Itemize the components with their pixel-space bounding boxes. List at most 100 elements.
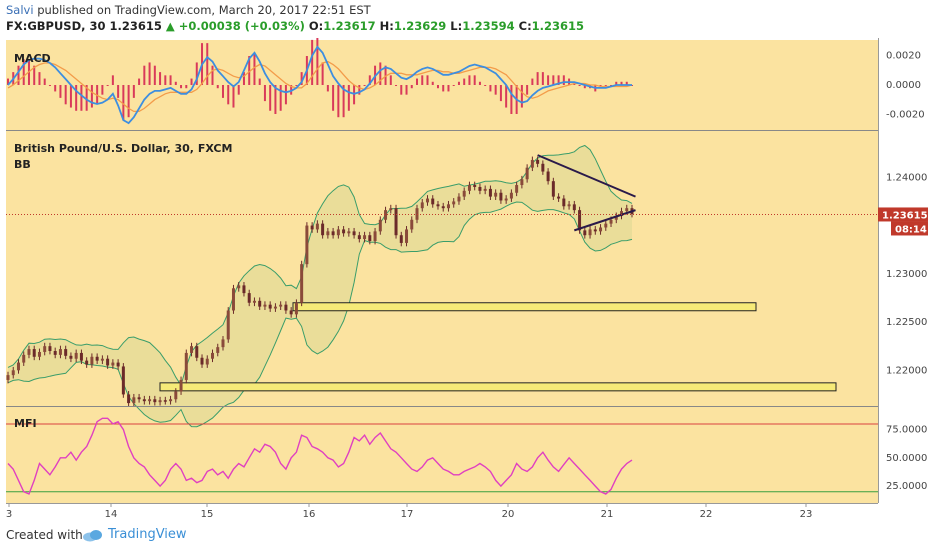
candle-body [609,219,613,224]
candle-body [420,202,424,209]
macd-histogram-bar [547,75,550,85]
macd-histogram-bar [279,85,282,111]
candle-body [342,229,346,234]
candle-body [64,349,68,356]
macd-histogram-bar [347,85,350,111]
candle-body [541,163,545,172]
x-tick-label: 14 [105,509,118,520]
tradingview-logo-icon [83,530,102,542]
macd-tick-label: 0.0020 [886,51,921,62]
macd-histogram-bar [174,81,177,85]
macd-histogram-bar [111,75,114,85]
author-link[interactable]: Salvi [6,3,34,17]
candle-body [226,310,230,340]
price-panel[interactable] [6,144,878,428]
candle-body [284,304,288,311]
candle-body [567,204,571,207]
mfi-label: MFI [14,417,37,430]
macd-histogram-bar [520,85,523,108]
candle-body [268,304,272,309]
candle-body [22,354,26,363]
candle-body [48,346,52,351]
candle-body [614,215,618,220]
candle-body [11,370,15,376]
macd-histogram-bar [342,85,345,118]
macd-histogram-bar [557,75,560,85]
macd-histogram-bar [290,85,293,95]
macd-histogram-bar [242,72,245,85]
candle-body [116,362,120,367]
macd-histogram-bar [232,85,235,108]
candle-body [357,235,361,240]
chart-header: Salvi published on TradingView.com, Marc… [0,0,932,38]
macd-histogram-bar [227,85,230,105]
candle-body [347,231,351,234]
x-tick-label: 21 [601,509,614,520]
macd-histogram-bar [578,85,581,86]
macd-histogram-bar [368,75,371,85]
triangle-trendline [537,154,636,198]
macd-histogram-bar [379,62,382,85]
candle-body [593,229,597,232]
low-value: 1.23594 [462,19,515,33]
candle-body [121,366,125,395]
macd-histogram-bar [164,75,167,85]
candle-body [405,229,409,243]
macd-histogram-bar [148,62,151,85]
macd-histogram-bar [274,85,277,114]
macd-histogram-bar [541,72,544,85]
price-panel-title: British Pound/U.S. Dollar, 30, FXCM [14,142,232,155]
macd-histogram-bar [48,85,51,86]
candle-body [158,400,162,403]
macd-histogram-bar [43,78,46,85]
price-change: ▲ +0.00038 (+0.03%) [165,19,305,33]
macd-histogram-bar [326,85,329,92]
candle-body [494,192,498,197]
macd-histogram-bar [17,65,20,85]
macd-histogram-bar [122,85,125,121]
candle-body [326,231,330,236]
macd-histogram-bar [395,85,398,86]
candle-body [478,186,482,191]
candle-body [237,285,241,289]
macd-histogram-bar [221,85,224,98]
chart-area[interactable]: 0.0020 0.0000 -0.0020 1.24000 1.23000 1.22500… [0,38,932,520]
bollinger-lower-band [7,201,633,428]
candle-body [436,204,440,207]
candle-body [127,394,131,404]
candle-body [273,306,277,309]
macd-histogram-bar [38,72,41,85]
macd-histogram-bar [316,38,319,85]
candle-body [321,223,325,236]
candle-body [546,171,550,182]
close-value: 1.23615 [531,19,585,33]
macd-histogram-bar [59,85,62,98]
x-tick-label: 3 [6,509,12,520]
candle-body [132,397,136,404]
macd-histogram-bar [106,85,109,86]
macd-histogram-bar [138,78,141,85]
macd-histogram-bar [190,78,193,85]
candle-body [525,167,529,180]
x-tick-label: 20 [502,509,515,520]
candle-body [58,349,62,355]
macd-histogram-bar [526,85,529,95]
macd-panel[interactable] [7,38,633,125]
macd-tick-label: 0.0000 [886,80,921,91]
macd-signal-line [7,60,633,113]
price-tick-label: 1.22500 [886,317,927,328]
high-label: H: [379,19,394,33]
macd-histogram-bar [253,52,256,85]
macd-histogram-bar [431,81,434,85]
tradingview-brand[interactable]: TradingView [108,527,187,542]
macd-histogram-bar [195,62,198,85]
candle-body [216,347,220,353]
macd-histogram-bar [583,85,586,89]
candle-body [294,302,298,315]
mfi-panel[interactable] [6,417,878,495]
macd-line [7,45,632,125]
macd-histogram-bar [452,85,455,86]
candle-body [557,196,561,199]
support-zone [159,382,837,392]
macd-histogram-bar [258,78,261,85]
